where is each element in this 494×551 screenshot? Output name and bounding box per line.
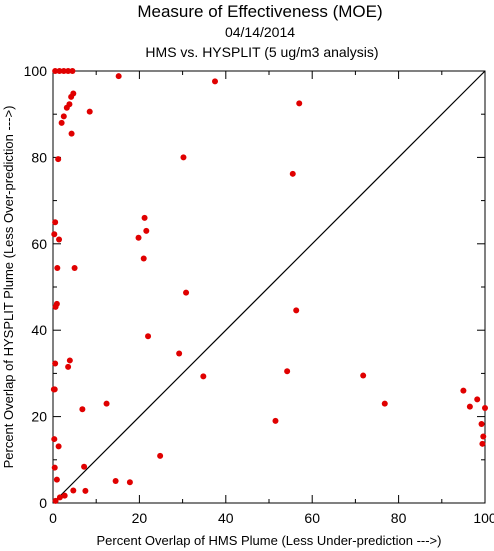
data-point	[143, 227, 150, 234]
data-point	[135, 234, 142, 241]
data-point	[126, 479, 133, 486]
x-axis-label: Percent Overlap of HMS Plume (Less Under…	[97, 533, 442, 548]
data-point	[479, 440, 486, 447]
data-point	[52, 68, 59, 74]
data-point	[71, 264, 78, 271]
data-point	[82, 487, 89, 494]
data-point	[56, 68, 63, 74]
data-point	[60, 68, 67, 74]
data-point	[86, 108, 93, 115]
y-tick-label: 40	[31, 322, 47, 338]
data-point	[212, 78, 218, 85]
data-point	[51, 436, 58, 443]
data-point	[272, 417, 279, 424]
data-point	[52, 303, 59, 310]
chart-title: Measure of Effectiveness (MOE)	[137, 2, 382, 21]
data-point	[53, 476, 60, 483]
data-point	[115, 73, 122, 80]
data-point	[52, 219, 59, 226]
chart-subtitle-analysis: HMS vs. HYSPLIT (5 ug/m3 analysis)	[145, 44, 378, 60]
data-point	[63, 104, 70, 111]
x-tick-label: 0	[49, 510, 57, 526]
data-point	[70, 487, 77, 494]
x-tick-label: 60	[304, 510, 320, 526]
data-point	[55, 443, 62, 450]
data-point	[466, 403, 473, 410]
x-tick-label: 40	[218, 510, 234, 526]
data-point	[65, 68, 72, 74]
data-point	[141, 214, 148, 221]
data-point	[460, 387, 467, 394]
data-point	[56, 236, 63, 243]
data-point	[482, 404, 488, 411]
x-tick-label: 100	[473, 510, 494, 526]
data-point	[200, 373, 207, 380]
data-point	[176, 350, 183, 357]
data-point	[112, 477, 119, 484]
data-point	[50, 386, 57, 393]
data-point	[60, 113, 67, 120]
data-point	[103, 400, 110, 407]
y-tick-label: 80	[31, 149, 47, 165]
data-point	[65, 363, 72, 370]
chart-subtitle-date: 04/14/2014	[225, 24, 295, 40]
y-tick-label: 100	[24, 63, 48, 79]
data-point	[54, 264, 61, 271]
x-tick-label: 80	[391, 510, 407, 526]
data-point	[180, 154, 187, 161]
data-point	[293, 307, 300, 314]
data-point	[51, 464, 58, 471]
data-point	[284, 368, 291, 375]
data-point	[58, 119, 65, 126]
y-tick-label: 60	[31, 236, 47, 252]
data-point	[360, 372, 367, 379]
data-point	[68, 93, 75, 100]
data-point	[81, 463, 88, 470]
data-point	[157, 452, 164, 459]
data-point	[381, 400, 388, 407]
y-axis-ticks: 0 20 40 60 80 100	[24, 63, 485, 511]
data-point	[478, 420, 485, 427]
x-tick-label: 20	[132, 510, 148, 526]
data-point	[140, 255, 147, 262]
data-point	[474, 396, 481, 403]
data-point	[183, 289, 190, 296]
data-point	[55, 156, 62, 163]
y-axis-label: Percent Overlap of HYSPLIT Plume (Less O…	[1, 106, 16, 469]
data-point	[480, 433, 487, 440]
reference-diagonal-line	[52, 70, 486, 504]
data-point	[52, 497, 59, 504]
x-axis-ticks: 0 20 40 60 80 100	[49, 71, 494, 526]
data-point	[66, 357, 73, 364]
data-point	[296, 100, 303, 107]
data-point	[52, 360, 59, 367]
data-points	[50, 68, 488, 504]
data-point	[61, 492, 68, 499]
data-point	[68, 130, 75, 137]
y-tick-label: 20	[31, 409, 47, 425]
data-point	[145, 333, 152, 340]
data-point	[79, 406, 86, 413]
data-point	[289, 170, 296, 177]
data-point	[69, 68, 76, 74]
data-point	[56, 494, 63, 501]
y-tick-label: 0	[39, 495, 47, 511]
data-point	[51, 231, 58, 238]
